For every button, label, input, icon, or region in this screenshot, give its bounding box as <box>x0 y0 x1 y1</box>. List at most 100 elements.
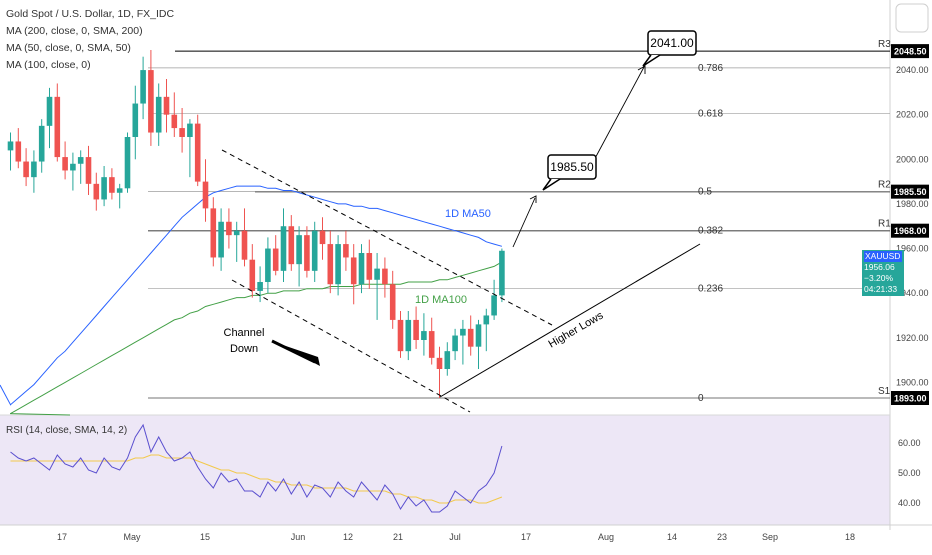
candle-body <box>272 248 279 271</box>
candle-body <box>15 141 22 162</box>
background-layer <box>0 0 932 530</box>
candle-body <box>70 163 76 171</box>
price-tick: 1940.00 <box>896 288 929 298</box>
candle-body <box>397 319 404 352</box>
candle-body <box>304 235 310 271</box>
moving-averages <box>0 185 503 416</box>
candle-body <box>389 284 396 320</box>
candle-body <box>343 244 349 258</box>
price-tag-symbol: XAUUSD <box>864 251 902 262</box>
legend-symbol[interactable]: Gold Spot / U.S. Dollar, 1D, FX_IDC <box>6 8 175 20</box>
candle-body <box>405 319 412 352</box>
target1-arrow-head <box>529 195 537 203</box>
candle-body <box>62 157 68 171</box>
fib-label-1: 0.618 <box>698 109 723 120</box>
ma50-line <box>0 185 503 406</box>
candle-body <box>257 282 263 291</box>
candle-body <box>413 319 419 340</box>
higher-lows-annotation: Higher Lows <box>547 309 606 350</box>
channel-upper-line <box>221 149 553 326</box>
legend-ma100[interactable]: MA (100, close, 0) <box>6 59 91 71</box>
candle-body <box>327 244 334 285</box>
date-tick: Jul <box>449 532 461 542</box>
candle-body <box>241 230 248 260</box>
rsi-ma-line <box>10 454 503 504</box>
price-tick: 1920.00 <box>896 333 929 343</box>
rsi-tick: 50.00 <box>898 468 921 478</box>
target2-box <box>647 30 697 56</box>
date-tick: Sep <box>762 532 778 542</box>
date-tick: 23 <box>717 532 727 542</box>
candle-body <box>218 221 224 258</box>
date-tick: 14 <box>667 532 677 542</box>
date-tick: 18 <box>845 532 855 542</box>
date-tick: Aug <box>598 532 614 542</box>
candle-body <box>116 188 123 193</box>
date-tick: Jun <box>291 532 306 542</box>
target2-arrow-shaft <box>591 66 645 165</box>
candle-body <box>499 250 505 296</box>
candle-body <box>265 248 271 282</box>
candle-body <box>374 268 380 280</box>
candle-body <box>421 331 427 340</box>
legend-ma200[interactable]: MA (200, close, 0, SMA, 200) <box>6 25 143 37</box>
fib-label-4: 0.236 <box>698 284 723 295</box>
target2-pointer <box>642 54 661 67</box>
legend-rsi[interactable]: RSI (14, close, SMA, 14, 2) <box>6 425 128 436</box>
date-tick: 21 <box>393 532 403 542</box>
candle-body <box>280 226 287 271</box>
candle-body <box>358 253 365 285</box>
candles <box>7 50 505 398</box>
level-name-r1: R1 <box>878 219 891 230</box>
level-name-r3: R3 <box>878 39 891 50</box>
candle-body <box>444 351 451 369</box>
rsi-line <box>10 423 503 513</box>
candle-body <box>288 226 295 265</box>
candle-body <box>350 257 357 285</box>
candle-body <box>171 114 178 129</box>
rsi-band <box>0 415 890 525</box>
legend-ma50[interactable]: MA (50, close, 0, SMA, 50) <box>6 42 131 54</box>
target1-box <box>547 154 597 180</box>
price-tag-change: −3.20% <box>864 273 894 283</box>
level-tag-bg-s1 <box>891 391 929 405</box>
ma50-annotation: 1D MA50 <box>445 208 491 220</box>
rsi-tick: 40.00 <box>898 498 921 508</box>
candle-body <box>132 103 139 137</box>
candle-body <box>366 253 373 280</box>
date-tick: 15 <box>200 532 210 542</box>
candle-body <box>93 183 100 200</box>
level-tag-r2: 1985.50 <box>894 187 927 197</box>
target1-pointer <box>542 178 561 191</box>
price-tick: 2020.00 <box>896 110 929 120</box>
candle-body <box>210 208 217 258</box>
level-name-r2: R2 <box>878 180 891 191</box>
higher-lows-line <box>439 243 701 398</box>
level-tag-bg-r3 <box>891 44 929 59</box>
candle-body <box>467 328 474 347</box>
candle-body <box>101 177 107 200</box>
level-tag-bg-r2 <box>891 184 929 199</box>
rsi-tick: 60.00 <box>898 438 921 448</box>
price-tag: XAUUSD 1956.06 −3.20% 04:21:33 <box>862 250 904 296</box>
date-tick: 17 <box>57 532 67 542</box>
candle-body <box>187 123 193 137</box>
candle-body <box>226 221 232 236</box>
candle-body <box>452 335 458 352</box>
candle-body <box>77 157 84 164</box>
candle-body <box>202 181 209 209</box>
price-tick: 1900.00 <box>896 377 929 387</box>
price-tick: 2040.00 <box>896 65 929 75</box>
candle-body <box>46 96 53 126</box>
level-name-s1: S1 <box>878 386 891 397</box>
candle-body <box>31 161 37 178</box>
candle-body <box>319 230 326 245</box>
candle-body <box>7 141 14 151</box>
channel-lower-line <box>231 279 471 413</box>
candle-body <box>109 177 115 193</box>
axes: 2040.00 2020.00 2000.00 1980.00 1960.00 1940.… <box>57 65 929 542</box>
fib-label-3: 0.382 <box>698 226 723 237</box>
candle-body <box>140 70 146 104</box>
